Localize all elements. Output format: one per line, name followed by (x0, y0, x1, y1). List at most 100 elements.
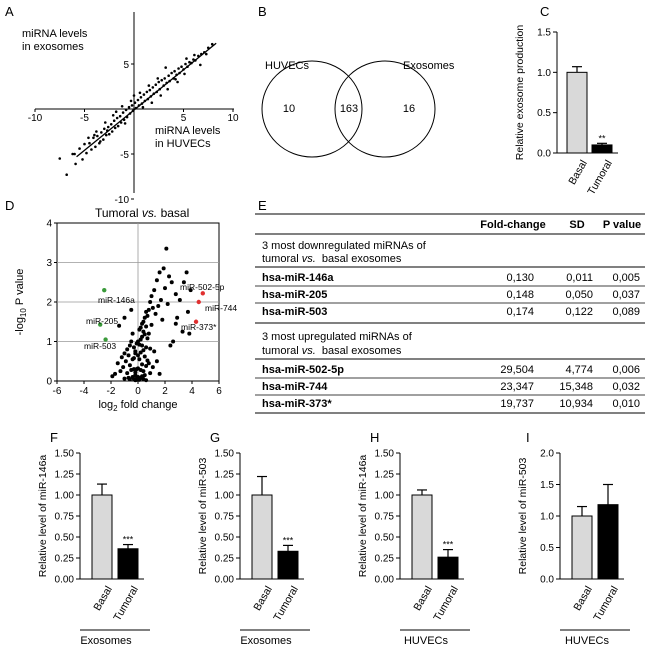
panel-a-point (90, 148, 93, 151)
panel-d-point (133, 370, 138, 375)
panel-h-y-tick-label: 1.00 (375, 491, 395, 502)
panel-d-point (160, 317, 165, 322)
table-row-p-value: 0,037 (612, 289, 640, 301)
venn-count-shared: 163 (340, 103, 358, 115)
panel-d-point (126, 353, 131, 358)
panel-i-bar-tumoral (597, 504, 619, 580)
panel-a-point (132, 94, 136, 97)
table-row-fold-change: 0,130 (506, 272, 534, 284)
panel-d-point (122, 351, 127, 356)
panel-c-category-label: Basal (566, 158, 590, 187)
panel-h-y-tick-label: 1.50 (375, 449, 395, 460)
table-row-p-value: 0,010 (612, 398, 640, 410)
panel-d-point (173, 292, 178, 297)
table-row-mirna: hsa-miR-146a (262, 272, 334, 284)
panel-d-point (125, 371, 130, 376)
panel-d-point (154, 359, 159, 364)
table-row-mirna: hsa-miR-744 (262, 381, 328, 393)
panel-i-y-tick-label: 1.5 (540, 480, 554, 491)
panel-d-x-tick-label: -6 (53, 386, 62, 397)
panel-a-point (73, 152, 76, 156)
panel-a-point (139, 96, 143, 99)
panel-d-point (136, 353, 140, 358)
panel-d-point (153, 311, 158, 316)
panel-a-point (193, 53, 196, 57)
panel-d-point (146, 361, 151, 366)
panel-f-y-tick-label: 0.50 (55, 533, 75, 544)
panel-d-point (137, 327, 142, 332)
panel-a-point (109, 123, 113, 126)
panel-a-point (107, 132, 111, 136)
panel-a-point (106, 125, 110, 129)
panel-d-point (149, 322, 154, 327)
panel-f-category-label: Tumoral (111, 584, 140, 623)
panel-a-point (148, 88, 152, 92)
table-row-fold-change: 23,347 (500, 381, 534, 393)
panel-a-point (85, 151, 88, 155)
table-row-p-value: 0,006 (612, 364, 640, 376)
panel-f-y-label: Relative level of miR-146a (37, 455, 49, 578)
panel-a-point (159, 94, 163, 97)
panel-h-y-tick-label: 0.75 (375, 512, 395, 523)
panel-d-y-label: -log10 P value (14, 269, 28, 336)
panel-d-point (180, 329, 185, 334)
panel-a-x-tick-label: 5 (181, 113, 187, 124)
panel-d-x-tick-label: -2 (107, 386, 116, 397)
panel-d-point (137, 357, 142, 362)
panel-f-group: Exosomes (80, 635, 132, 647)
group1-rows: hsa-miR-146a 0,130 0,011 0,005 hsa-miR-205 0,… (255, 272, 645, 318)
panel-d-point (131, 345, 136, 350)
panel-d-point (122, 376, 127, 381)
annotation-mir205: miR-205 (86, 316, 118, 326)
panel-d-point (144, 345, 149, 350)
panel-i-category-label: Basal (571, 584, 595, 613)
panel-f-y-tick-label: 0.75 (55, 512, 75, 523)
panel-g-y-label: Relative level of miR-503 (197, 457, 209, 574)
panel-d-point (127, 343, 132, 348)
table-row-sd: 4,774 (565, 364, 593, 376)
panel-g: G 0.00 0.25 0.50 0.75 1.00 1.25 1.50 Relative l… (197, 430, 310, 647)
panel-a-point (83, 142, 86, 146)
panel-d-highlight-point (196, 299, 201, 305)
panel-d-point (123, 359, 128, 364)
panel-f-y-tick-label: 1.00 (55, 491, 75, 502)
panel-d: D Tumoral vs. basal -6 -4 -2 0 2 4 6 0 1 2 3 4 log2 … (5, 198, 237, 413)
panel-f-label: F (50, 430, 58, 445)
panel-a-point (118, 114, 122, 118)
panel-a-point (136, 98, 140, 102)
table-row-sd: 0,011 (566, 272, 593, 284)
panel-b: B HUVECs Exosomes 10 163 16 (258, 4, 455, 158)
panel-a-point (74, 162, 77, 166)
panel-d-point (129, 339, 134, 344)
panel-d-point (167, 274, 172, 279)
table-row-p-value: 0,005 (612, 272, 640, 284)
panel-a-point (113, 126, 117, 130)
panel-a-point (112, 119, 116, 122)
panel-d-point (140, 362, 145, 367)
panel-d-x-tick-label: 2 (162, 386, 168, 397)
panel-d-point (168, 343, 173, 348)
panel-d-point (142, 315, 147, 320)
table-row-sd: 10,934 (559, 398, 593, 410)
panel-d-point (188, 288, 193, 293)
panel-d-point (119, 355, 124, 360)
panel-d-point (165, 301, 170, 306)
panel-i-y-tick-label: 2.0 (540, 449, 554, 460)
panel-a-point (104, 133, 108, 137)
panel-d-point (129, 367, 134, 372)
panel-a-x-tick-label: -5 (80, 113, 89, 124)
panel-d-x-tick-label: 4 (189, 386, 195, 397)
panel-d-title: Tumoral vs. basal (95, 206, 189, 220)
panel-d-point (142, 354, 147, 359)
panel-g-category-label: Basal (251, 584, 275, 613)
panel-a-point (102, 138, 105, 141)
panel-d-point (127, 363, 132, 368)
panel-d-point (152, 288, 157, 293)
panel-d-point (130, 331, 135, 336)
annotation-mir503: miR-503 (84, 341, 116, 351)
table-row-fold-change: 0,174 (506, 306, 534, 318)
panel-d-point (113, 371, 118, 376)
panel-d-y-tick-label: 1 (46, 337, 52, 348)
table-row-fold-change: 19,737 (500, 398, 534, 410)
